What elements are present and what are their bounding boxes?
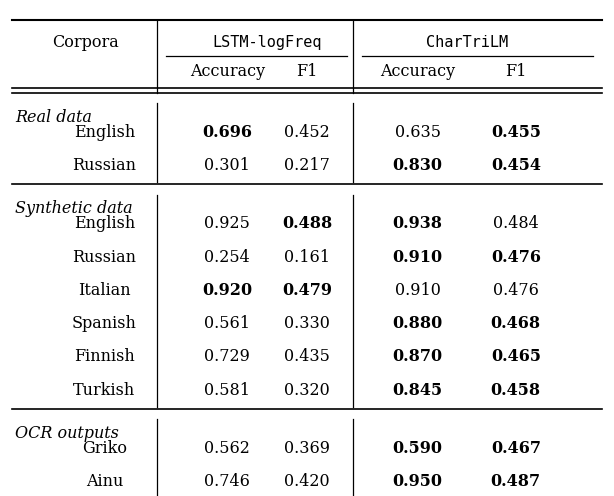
Text: Synthetic data: Synthetic data [15, 200, 133, 217]
Text: 0.635: 0.635 [395, 124, 440, 141]
Text: 0.369: 0.369 [284, 440, 330, 457]
Text: Italian: Italian [78, 282, 131, 299]
Text: 0.320: 0.320 [284, 381, 330, 399]
Text: Corpora: Corpora [53, 34, 119, 51]
Text: 0.468: 0.468 [491, 315, 541, 332]
Text: 0.590: 0.590 [392, 440, 443, 457]
Text: 0.452: 0.452 [284, 124, 330, 141]
Text: Spanish: Spanish [72, 315, 137, 332]
Text: 0.845: 0.845 [392, 381, 443, 399]
Text: Ainu: Ainu [86, 473, 123, 490]
Text: 0.562: 0.562 [204, 440, 250, 457]
Text: 0.561: 0.561 [204, 315, 250, 332]
Text: 0.880: 0.880 [392, 315, 443, 332]
Text: 0.920: 0.920 [202, 282, 252, 299]
Text: English: English [74, 124, 135, 141]
Text: Russian: Russian [72, 157, 136, 174]
Text: F1: F1 [505, 63, 526, 80]
Text: 0.479: 0.479 [282, 282, 332, 299]
Text: 0.830: 0.830 [392, 157, 443, 174]
Text: Real data: Real data [15, 109, 92, 125]
Text: 0.476: 0.476 [491, 248, 541, 266]
Text: 0.746: 0.746 [204, 473, 250, 490]
Text: Griko: Griko [82, 440, 127, 457]
Text: 0.925: 0.925 [204, 215, 250, 233]
Text: 0.487: 0.487 [491, 473, 541, 490]
Text: 0.161: 0.161 [284, 248, 330, 266]
Text: LSTM-logFreq: LSTM-logFreq [212, 35, 322, 50]
Text: 0.696: 0.696 [202, 124, 252, 141]
Text: 0.467: 0.467 [491, 440, 541, 457]
Text: 0.455: 0.455 [491, 124, 541, 141]
Text: 0.217: 0.217 [284, 157, 330, 174]
Text: 0.938: 0.938 [392, 215, 443, 233]
Text: CharTriLM: CharTriLM [426, 35, 508, 50]
Text: 0.454: 0.454 [491, 157, 541, 174]
Text: 0.870: 0.870 [392, 348, 443, 366]
Text: Turkish: Turkish [73, 381, 136, 399]
Text: F1: F1 [297, 63, 317, 80]
Text: 0.476: 0.476 [493, 282, 538, 299]
Text: 0.465: 0.465 [491, 348, 541, 366]
Text: 0.910: 0.910 [395, 282, 440, 299]
Text: 0.330: 0.330 [284, 315, 330, 332]
Text: 0.484: 0.484 [493, 215, 538, 233]
Text: 0.581: 0.581 [204, 381, 250, 399]
Text: 0.420: 0.420 [284, 473, 330, 490]
Text: 0.458: 0.458 [491, 381, 541, 399]
Text: Russian: Russian [72, 248, 136, 266]
Text: 0.488: 0.488 [282, 215, 332, 233]
Text: 0.950: 0.950 [392, 473, 443, 490]
Text: Finnish: Finnish [74, 348, 134, 366]
Text: 0.254: 0.254 [204, 248, 250, 266]
Text: 0.910: 0.910 [392, 248, 443, 266]
Text: 0.301: 0.301 [204, 157, 250, 174]
Text: Accuracy: Accuracy [190, 63, 265, 80]
Text: English: English [74, 215, 135, 233]
Text: OCR outputs: OCR outputs [15, 425, 119, 441]
Text: 0.729: 0.729 [204, 348, 250, 366]
Text: 0.435: 0.435 [284, 348, 330, 366]
Text: Accuracy: Accuracy [380, 63, 455, 80]
